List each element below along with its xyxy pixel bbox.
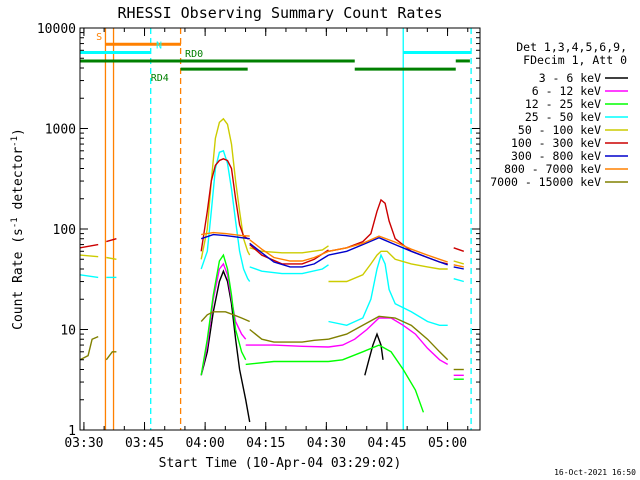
x-tick-label: 04:15 [246,436,285,451]
flag-labels: S N RD0 RD4 [96,32,203,84]
legend-header-line-2: FDecim 1, Att 0 [523,53,627,67]
series-line [453,260,464,265]
series-line [106,256,117,260]
legend-label: 100 - 300 keV [511,136,601,150]
series-line [200,233,250,240]
x-tick-label: 04:00 [186,436,225,451]
timestamp: 16-Oct-2021 16:50 [554,468,636,477]
x-tick-label: 03:45 [125,436,164,451]
legend-label: 3 - 6 keV [539,71,601,85]
y-axis-label-end: ) [11,128,26,136]
y-axis-label-main: Count Rate (s [11,228,26,330]
series-line [364,332,384,376]
series-line [328,235,448,263]
flag-label: RD0 [185,49,203,60]
series-line [249,242,329,268]
series-line [249,264,329,275]
y-tick-label: 1 [68,424,76,439]
series-line [80,243,99,249]
series-line [201,231,250,237]
legend-label: 800 - 7000 keV [504,162,601,176]
series-line [245,344,329,348]
x-tick-label: 04:30 [307,436,346,451]
legend: Det 1,3,4,5,6,9, FDecim 1, Att 0 3 - 6 k… [490,40,628,189]
series-line [453,264,464,268]
series-line [453,247,465,252]
series-line [80,254,99,258]
series-line [249,244,329,265]
y-axis-label-sup2: -1 [10,136,20,147]
y-axis-ticks: 1 10 100 1000 10000 [37,22,480,439]
series-line [453,266,464,270]
x-tick-label: 03:30 [64,436,103,451]
flag-bars [80,42,472,71]
chart-title: RHESSI Observing Summary Count Rates [117,4,442,22]
series-line [328,253,448,327]
vertical-marker-lines [104,28,472,430]
flag-label: RD4 [151,73,169,84]
legend-label: 12 - 25 keV [525,97,601,111]
legend-label: 50 - 100 keV [518,123,601,137]
series-lines [80,117,465,423]
series-line [328,344,425,413]
series-line [453,278,464,283]
y-axis-label-mid: detector [11,147,26,218]
series-line [328,250,448,283]
y-tick-label: 10000 [37,22,76,37]
y-tick-label: 1000 [45,123,76,138]
series-line [328,236,448,266]
series-line [200,311,250,323]
series-line [249,239,329,262]
x-axis-ticks: 03:30 03:45 04:00 04:15 04:30 04:45 05:00 [64,28,469,451]
series-line [200,269,251,423]
series-line [200,149,251,282]
x-axis-label: Start Time (10-Apr-04 03:29:02) [159,456,402,471]
legend-header-line-1: Det 1,3,4,5,6,9, [516,40,627,54]
y-tick-label: 100 [53,223,76,238]
series-line [328,315,449,361]
series-line [245,360,329,366]
legend-label: 300 - 800 keV [511,149,601,163]
x-tick-label: 05:00 [428,436,467,451]
y-axis-label-sup: -1 [10,217,20,228]
series-line [105,351,117,361]
x-tick-label: 04:45 [367,436,406,451]
y-axis-label: Count Rate (s-1 detector-1) [10,128,26,330]
legend-label: 6 - 12 keV [532,84,601,98]
series-line [249,328,329,343]
flag-label: N [156,41,162,52]
series-line [106,238,117,243]
series-line [80,335,99,361]
series-line [200,253,247,376]
legend-label: 25 - 50 keV [525,110,601,124]
y-tick-label: 10 [60,324,76,339]
flag-label: S [96,32,102,43]
legend-label: 7000 - 15000 keV [490,175,601,189]
series-line [80,274,99,279]
